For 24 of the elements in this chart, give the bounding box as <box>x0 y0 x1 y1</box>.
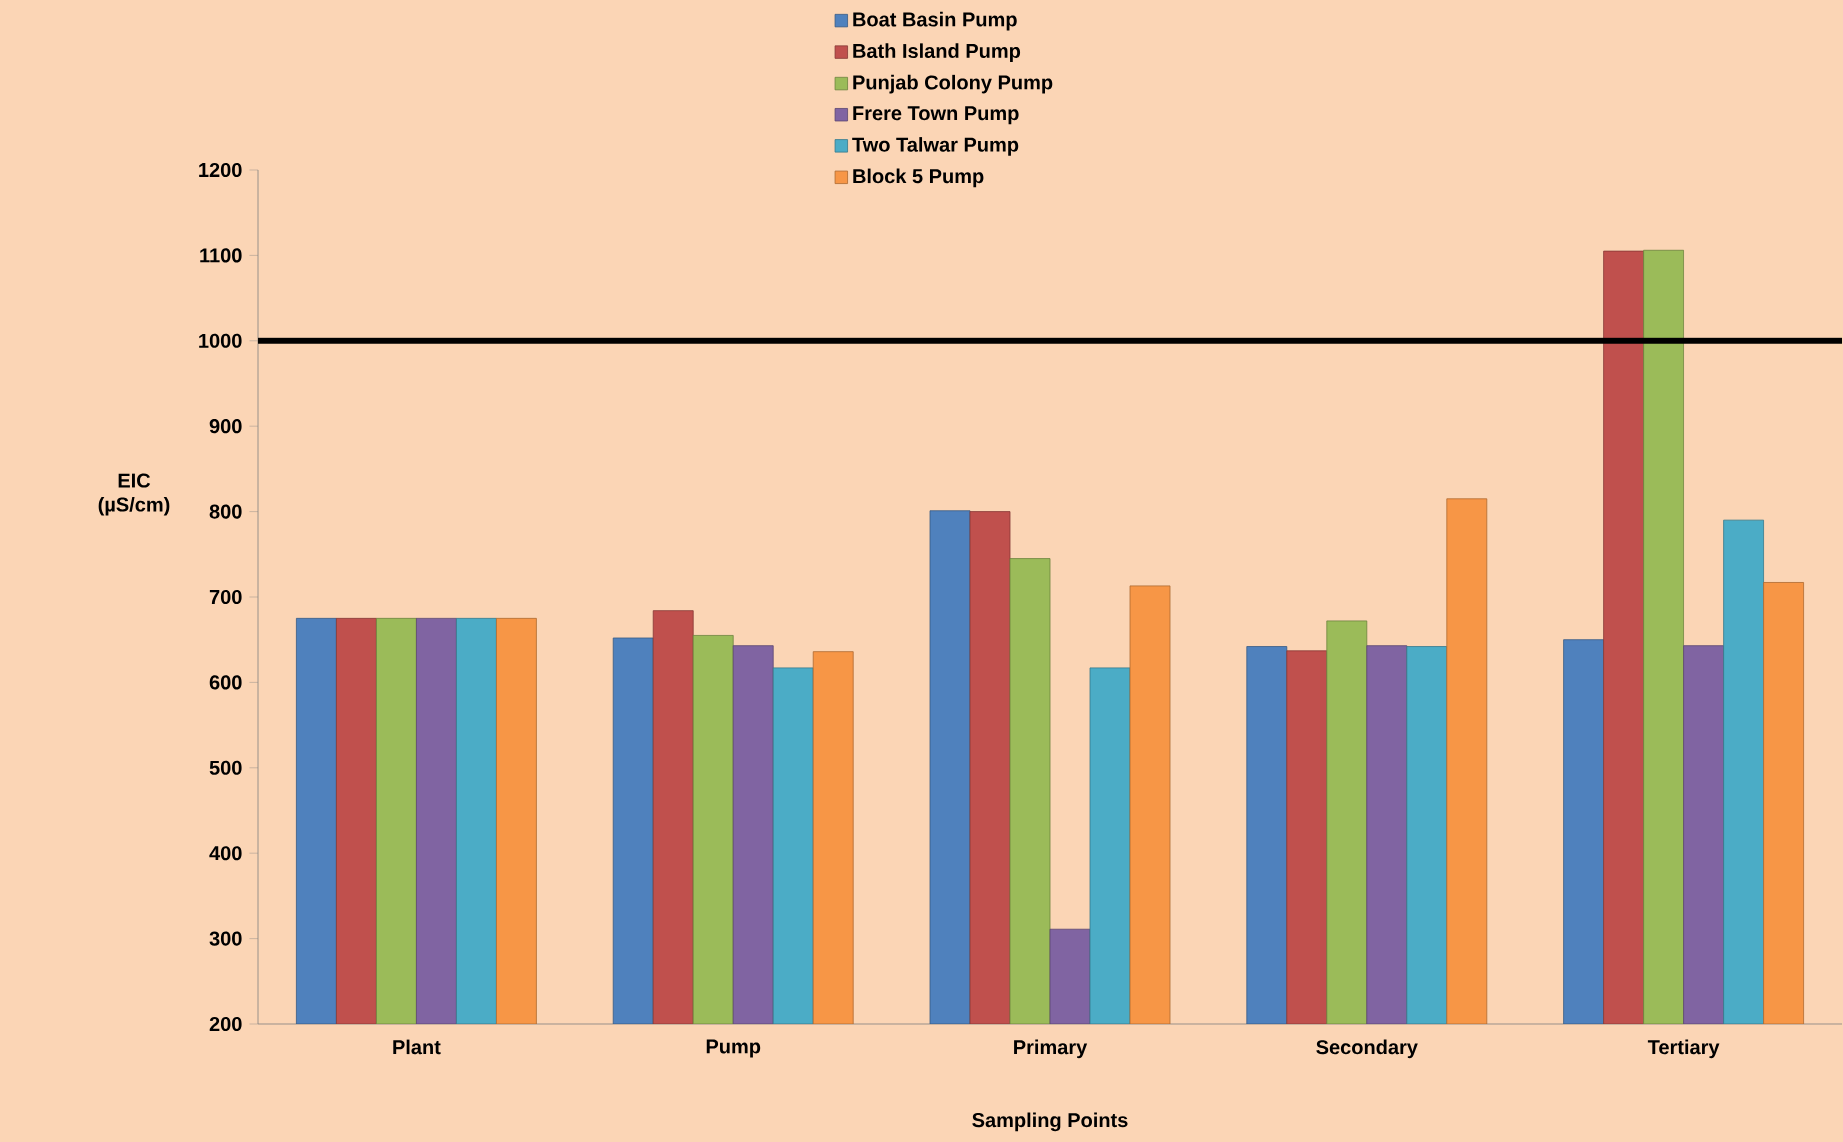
y-tick-label: 900 <box>209 419 242 434</box>
y-tick-label: 200 <box>209 1016 242 1032</box>
y-tick-label: 400 <box>209 846 242 861</box>
x-tick-label: Primary <box>1014 1039 1088 1059</box>
legend-label: Boat Basin Pump <box>853 11 1017 31</box>
y-tick-label: 500 <box>209 760 242 775</box>
y-tick-label: 300 <box>209 931 242 946</box>
y-tick-label: 800 <box>209 504 242 519</box>
x-tick-label: Plant <box>393 1039 441 1055</box>
y-tick-label: 700 <box>209 589 242 605</box>
y-tick-label: 1000 <box>199 333 242 348</box>
x-tick-label: Pump <box>706 1039 761 1058</box>
x-axis-title: Sampling Points <box>972 1112 1128 1132</box>
y-tick-label: 1100 <box>200 248 242 263</box>
x-tick-label: Secondary <box>1316 1039 1418 1059</box>
legend-label: Bath Island Pump <box>853 43 1021 62</box>
legend-label: Two Talwar Pump <box>852 137 1019 156</box>
legend-label: Punjab Colony Pump <box>853 74 1053 94</box>
x-tick-label: Tertiary <box>1647 1039 1720 1059</box>
y-axis-title: EIC (µS/cm) <box>98 473 170 516</box>
y-tick-label: 1200 <box>199 162 242 178</box>
legend-label: Frere Town Pump <box>853 106 1019 125</box>
legend-label: Block 5 Pump <box>853 168 984 188</box>
y-tick-label: 600 <box>209 675 242 690</box>
